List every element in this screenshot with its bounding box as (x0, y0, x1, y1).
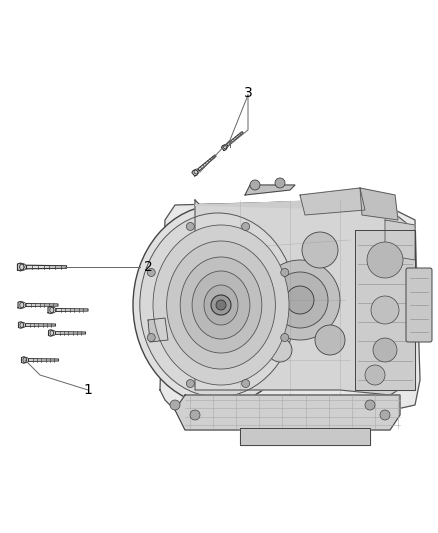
Polygon shape (18, 263, 24, 271)
Polygon shape (56, 309, 88, 311)
Ellipse shape (180, 257, 262, 353)
Text: 3: 3 (244, 86, 252, 100)
Circle shape (186, 379, 194, 387)
FancyBboxPatch shape (406, 268, 432, 342)
Ellipse shape (192, 271, 250, 339)
Circle shape (380, 410, 390, 420)
Polygon shape (28, 359, 59, 361)
Polygon shape (21, 357, 27, 364)
Circle shape (147, 334, 155, 342)
Polygon shape (49, 330, 54, 336)
Polygon shape (175, 395, 400, 430)
Polygon shape (25, 324, 56, 326)
Text: 2: 2 (144, 260, 152, 274)
Circle shape (275, 178, 285, 188)
Circle shape (190, 410, 200, 420)
Circle shape (260, 260, 340, 340)
Circle shape (281, 269, 289, 277)
Polygon shape (27, 265, 67, 269)
Polygon shape (240, 428, 370, 445)
Polygon shape (226, 132, 243, 146)
Circle shape (242, 222, 250, 230)
Ellipse shape (133, 205, 303, 405)
Circle shape (242, 379, 250, 387)
Polygon shape (160, 200, 420, 415)
Circle shape (302, 232, 338, 268)
Circle shape (365, 365, 385, 385)
Circle shape (216, 300, 226, 310)
Polygon shape (360, 188, 398, 220)
Circle shape (373, 338, 397, 362)
Polygon shape (385, 220, 415, 260)
Polygon shape (355, 230, 415, 390)
Circle shape (272, 272, 328, 328)
Ellipse shape (140, 213, 296, 397)
Polygon shape (245, 185, 295, 195)
Ellipse shape (166, 241, 276, 369)
Polygon shape (222, 145, 227, 150)
Circle shape (147, 269, 155, 277)
Polygon shape (18, 322, 24, 328)
Circle shape (170, 400, 180, 410)
Circle shape (367, 242, 403, 278)
Circle shape (286, 286, 314, 314)
Polygon shape (148, 318, 168, 342)
Polygon shape (48, 306, 54, 313)
Circle shape (186, 222, 194, 230)
Ellipse shape (204, 285, 238, 325)
Circle shape (315, 325, 345, 355)
Circle shape (281, 334, 289, 342)
Circle shape (365, 400, 375, 410)
Polygon shape (198, 155, 216, 171)
Polygon shape (192, 170, 198, 176)
Polygon shape (56, 332, 85, 334)
Polygon shape (195, 200, 415, 395)
Polygon shape (18, 302, 24, 309)
Polygon shape (195, 200, 380, 210)
Circle shape (268, 338, 292, 362)
Text: 1: 1 (84, 383, 92, 397)
Polygon shape (300, 188, 365, 215)
Circle shape (250, 180, 260, 190)
Circle shape (211, 295, 231, 315)
Circle shape (371, 296, 399, 324)
Ellipse shape (153, 225, 289, 385)
Polygon shape (26, 303, 58, 306)
